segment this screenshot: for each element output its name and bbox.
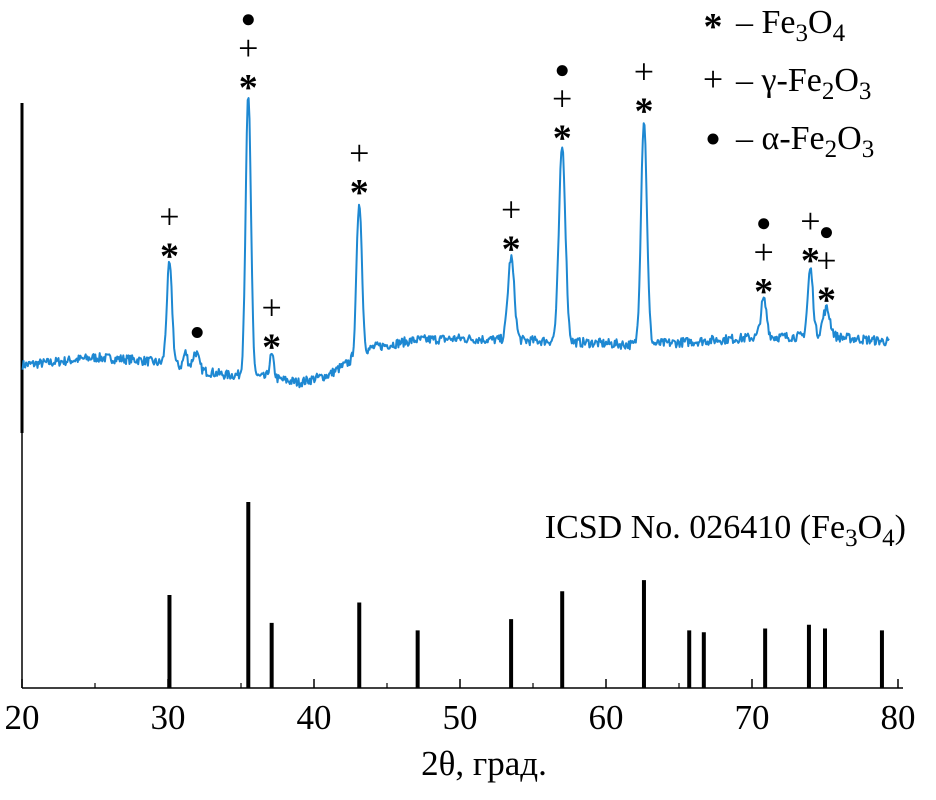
peak-marker-group: *+ bbox=[349, 133, 369, 214]
series-line bbox=[21, 97, 890, 389]
reference-title-sub2: 4 bbox=[882, 525, 895, 552]
legend-label-part: – α-Fe bbox=[735, 120, 825, 157]
peak-marker-group: *+ bbox=[754, 218, 774, 313]
alpha-fe2o3-marker bbox=[758, 218, 770, 230]
alpha-fe2o3-marker bbox=[242, 14, 254, 26]
peak-marker-group: *+ bbox=[800, 201, 820, 282]
fe3o4-marker: * bbox=[754, 271, 773, 313]
diffraction-pattern bbox=[21, 97, 890, 389]
gamma-fe2o3-marker: + bbox=[159, 196, 179, 236]
peak-markers: *+*+*+*+*+*+ *+*+ *+*+ bbox=[159, 14, 837, 369]
gamma-fe2o3-marker: + bbox=[262, 288, 282, 328]
peak-marker-group: *+ bbox=[262, 288, 282, 369]
fe3o4-marker: * bbox=[553, 118, 572, 160]
fe3o4-marker: * bbox=[239, 67, 258, 109]
gamma-fe2o3-marker: + bbox=[349, 133, 369, 173]
reference-title-sub1: 3 bbox=[845, 525, 858, 552]
peak-marker-group: *+ bbox=[159, 196, 179, 277]
legend-label: – Fe3O4 bbox=[735, 4, 846, 47]
gamma-fe2o3-marker: + bbox=[634, 52, 654, 92]
legend-label: – γ-Fe2O3 bbox=[735, 62, 871, 105]
x-tick-label: 50 bbox=[443, 698, 478, 737]
gamma-fe2o3-marker: + bbox=[552, 79, 572, 119]
x-tick-label: 40 bbox=[297, 698, 332, 737]
x-axis-title: 2θ, град. bbox=[421, 744, 547, 783]
legend-label-part: – Fe bbox=[735, 4, 796, 41]
legend-plus-icon: + bbox=[703, 59, 723, 99]
legend-item-plus: + – γ-Fe2O3 bbox=[703, 59, 872, 105]
legend: * – Fe3O4+ – γ-Fe2O3– α-Fe2O3 bbox=[703, 4, 874, 163]
reference-title-mid: O bbox=[858, 509, 883, 546]
alpha-fe2o3-marker bbox=[191, 327, 203, 338]
x-tick-label: 20 bbox=[5, 698, 40, 737]
legend-label-part: – γ-Fe bbox=[735, 62, 822, 99]
legend-label-part: 3 bbox=[859, 78, 872, 105]
reference-title: ICSD No. 026410 (Fe3O4) bbox=[545, 509, 906, 552]
alpha-fe2o3-marker bbox=[556, 65, 568, 77]
legend-label-part: O bbox=[808, 4, 833, 41]
fe3o4-marker: * bbox=[350, 172, 369, 214]
x-tick-label: 30 bbox=[151, 698, 186, 737]
legend-label-part: O bbox=[834, 62, 859, 99]
legend-label-part: 3 bbox=[796, 20, 809, 47]
legend-label-part: O bbox=[837, 120, 862, 157]
x-tick-label: 70 bbox=[735, 698, 770, 737]
x-ticks: 20 30 40 50 60 70 80 bbox=[5, 679, 916, 737]
legend-label-part: 2 bbox=[822, 78, 835, 105]
peak-marker-group bbox=[191, 327, 203, 338]
legend-label-part: 2 bbox=[825, 136, 838, 163]
fe3o4-marker: * bbox=[634, 91, 653, 133]
legend-item-star: * – Fe3O4 bbox=[704, 4, 846, 48]
x-tick-label: 60 bbox=[589, 698, 624, 737]
fe3o4-marker: * bbox=[817, 280, 836, 322]
reference-title-base: ICSD No. 026410 (Fe bbox=[545, 509, 845, 546]
gamma-fe2o3-marker: + bbox=[816, 241, 836, 281]
axes: 20 30 40 50 60 70 80 2θ, град. bbox=[5, 103, 916, 783]
reference-title-end: ) bbox=[895, 509, 906, 546]
reference-lines bbox=[167, 502, 884, 688]
legend-label: – α-Fe2O3 bbox=[735, 120, 874, 163]
legend-label-part: 3 bbox=[862, 136, 875, 163]
alpha-fe2o3-marker bbox=[820, 227, 832, 239]
fe3o4-marker: * bbox=[262, 327, 281, 369]
gamma-fe2o3-marker: + bbox=[754, 232, 774, 272]
legend-label-part: 4 bbox=[833, 20, 846, 47]
gamma-fe2o3-marker: + bbox=[238, 28, 258, 68]
fe3o4-marker: * bbox=[801, 240, 820, 282]
fe3o4-marker: * bbox=[160, 235, 179, 277]
fe3o4-marker: * bbox=[502, 229, 521, 271]
peak-marker-group: *+ bbox=[816, 227, 837, 322]
peak-marker-group: *+ bbox=[634, 52, 654, 133]
peak-marker-group: *+ bbox=[238, 14, 258, 109]
legend-star-icon: * bbox=[704, 6, 723, 48]
peak-marker-group: *+ bbox=[552, 65, 572, 160]
gamma-fe2o3-marker: + bbox=[501, 190, 521, 230]
gamma-fe2o3-marker: + bbox=[800, 201, 820, 241]
legend-item-dot: – α-Fe2O3 bbox=[707, 120, 874, 163]
reference-pattern: ICSD No. 026410 (Fe3O4) bbox=[167, 502, 906, 688]
peak-marker-group: *+ bbox=[501, 190, 521, 271]
legend-dot-icon bbox=[707, 133, 719, 145]
x-tick-label: 80 bbox=[881, 698, 916, 737]
